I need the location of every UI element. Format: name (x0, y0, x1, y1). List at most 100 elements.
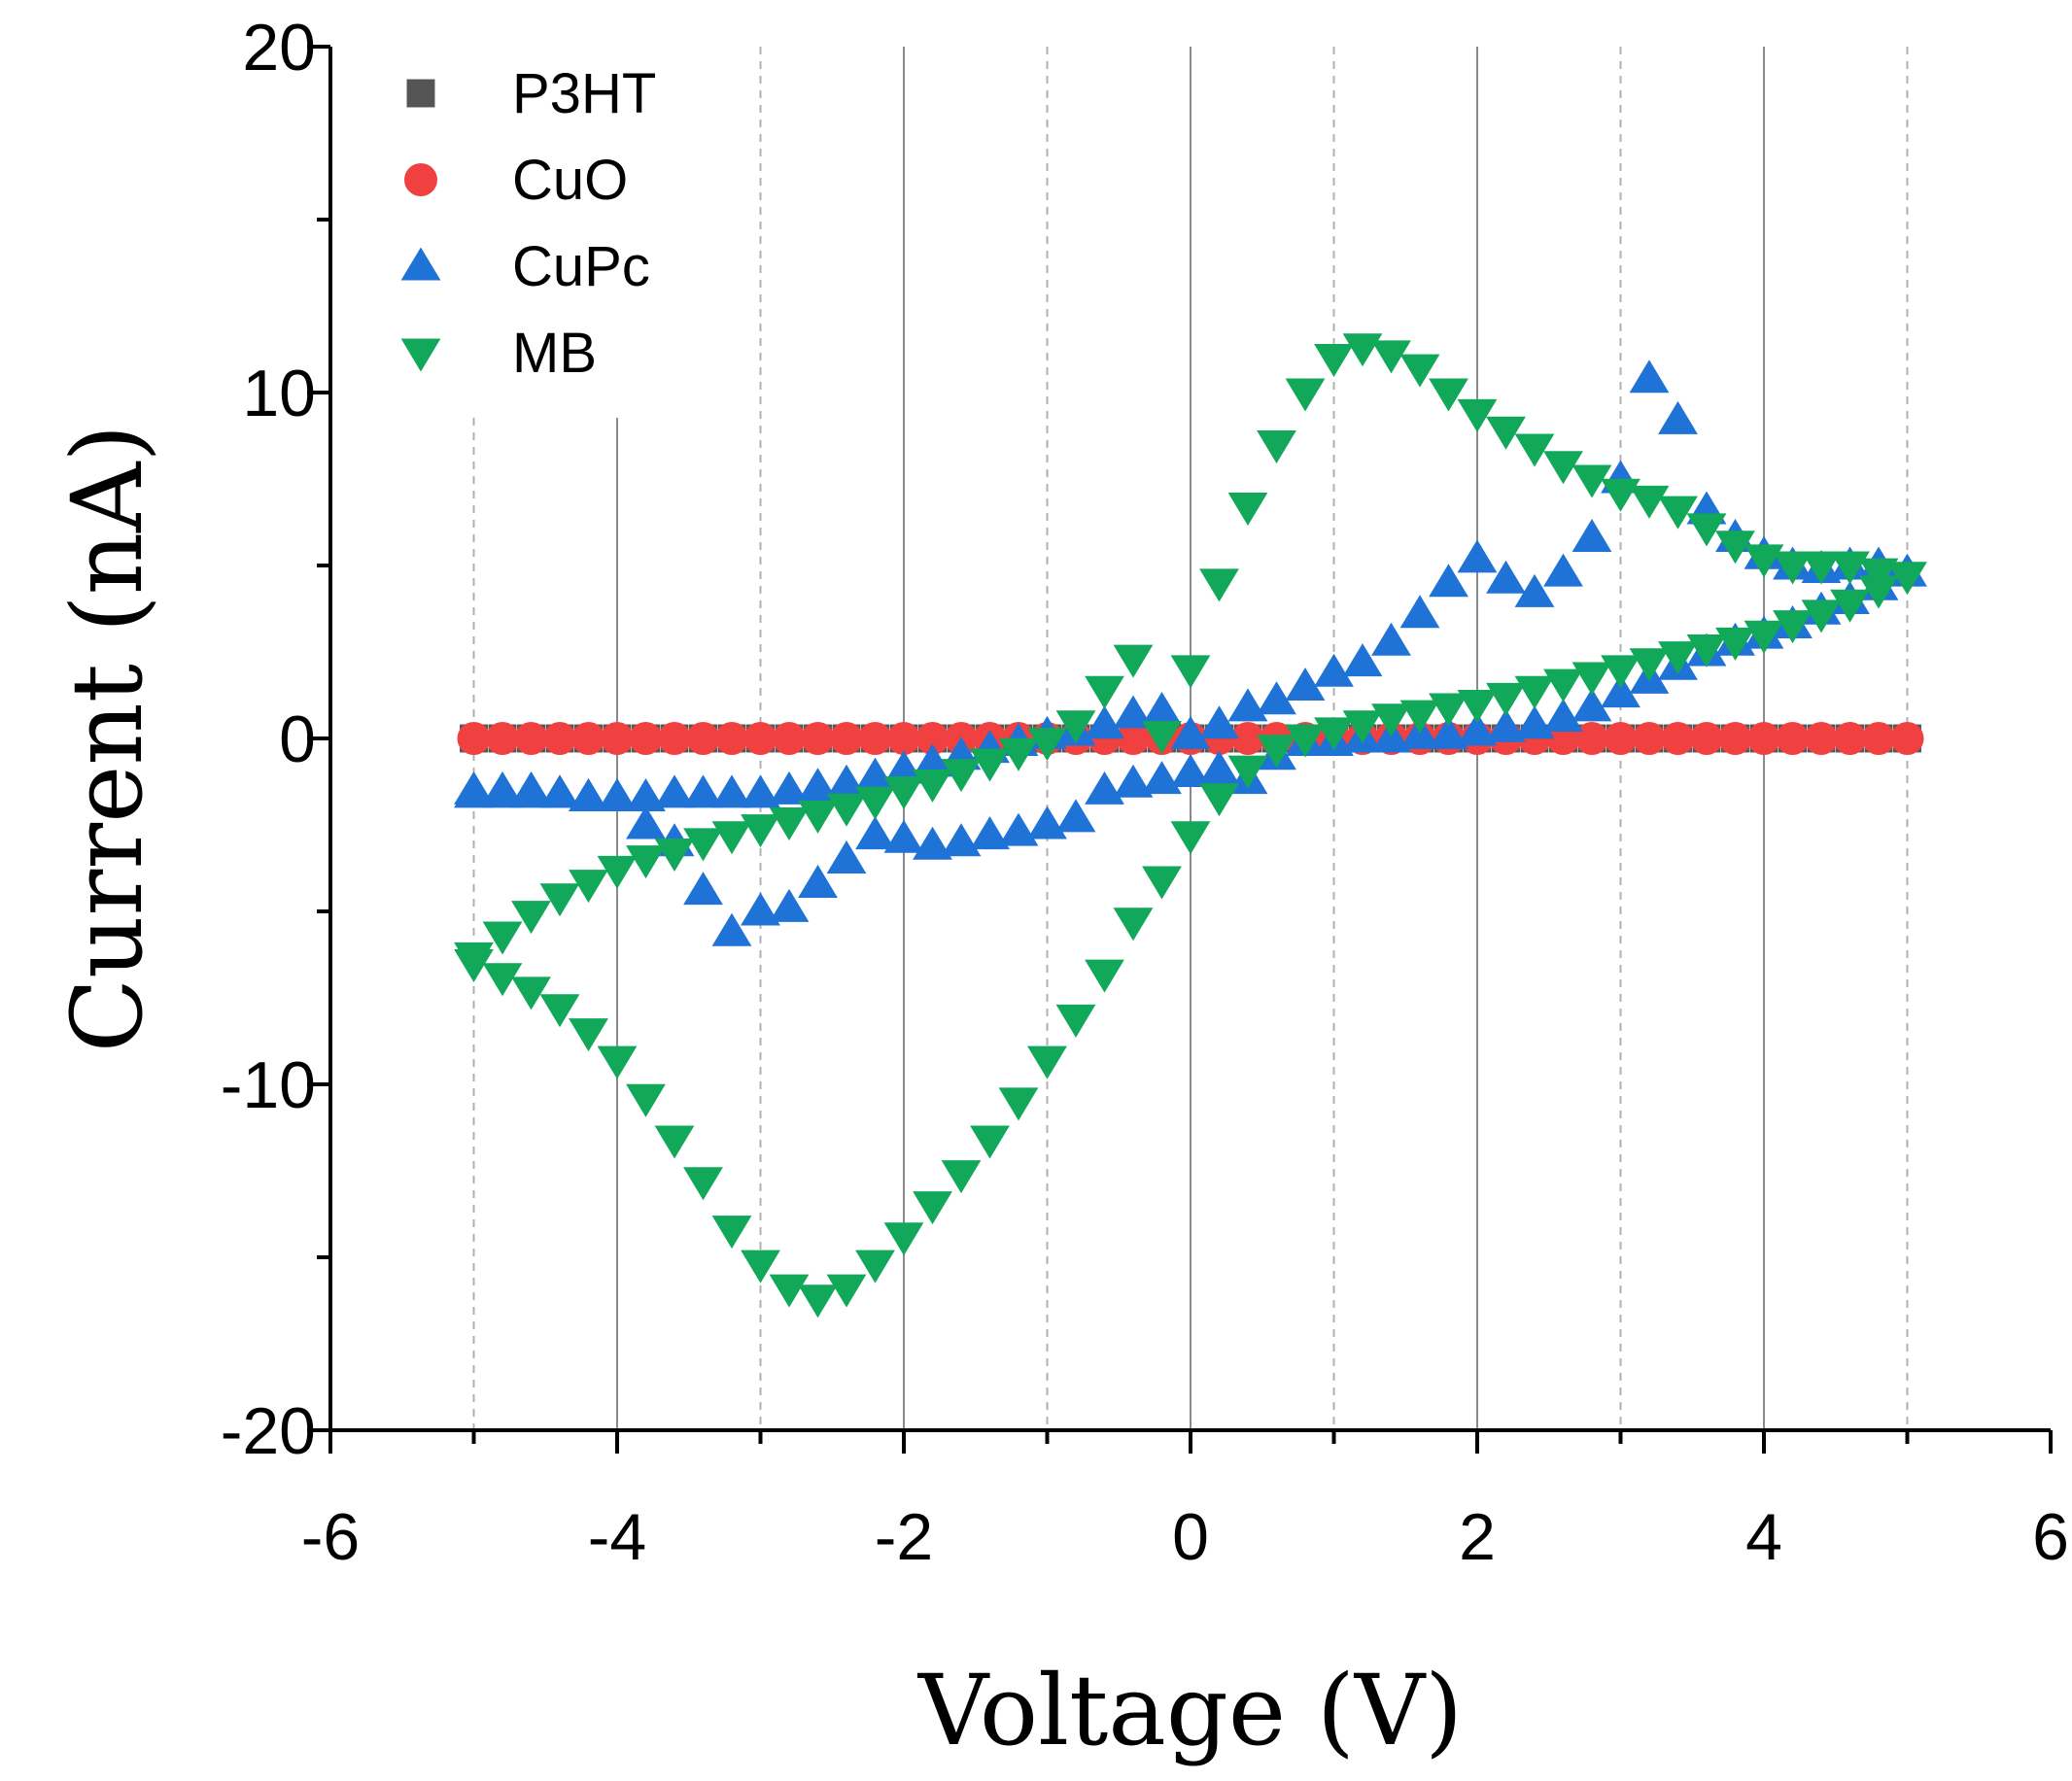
data-point-mb (1199, 568, 1239, 602)
data-point-cupc (511, 774, 551, 808)
data-point-mb (998, 1087, 1039, 1121)
data-point-mb (913, 769, 952, 803)
data-point-cupc (454, 774, 494, 808)
data-point-mb (1257, 429, 1296, 463)
data-point-cupc (1342, 643, 1383, 677)
legend-marker-mb (400, 338, 441, 372)
data-point-mb (970, 748, 1010, 782)
data-point-cupc (1199, 750, 1239, 784)
data-point-cupc (1085, 705, 1124, 739)
data-point-mb (1773, 610, 1813, 644)
data-point-mb (1543, 668, 1583, 702)
data-point-mb (798, 1284, 838, 1319)
data-point-mb (855, 786, 895, 820)
data-point-cupc (1142, 761, 1182, 795)
data-point-cupc (1658, 400, 1698, 434)
data-point-mb (569, 1018, 608, 1052)
data-point-cupc (941, 823, 982, 857)
data-point-cupc (913, 826, 952, 860)
data-point-mb (1686, 634, 1727, 668)
data-point-cupc (1085, 771, 1124, 805)
data-point-cupc (1514, 705, 1555, 739)
data-point-mb (511, 901, 551, 935)
data-point-mb (1715, 627, 1755, 661)
data-point-cupc (798, 864, 838, 898)
data-point-cupc (970, 816, 1010, 850)
data-point-mb (1342, 710, 1383, 744)
data-point-mb (1543, 451, 1583, 485)
data-point-mb (1055, 1004, 1096, 1038)
data-point-mb (711, 1216, 752, 1250)
y-axis-title: Current (nA) (51, 425, 164, 1053)
data-point-mb (511, 976, 551, 1010)
data-point-cuo (801, 722, 835, 755)
data-point-mb (826, 1274, 867, 1308)
data-point-mb (1773, 551, 1813, 585)
data-point-cupc (798, 768, 838, 802)
data-point-cupc (1429, 564, 1468, 598)
data-point-mb (1486, 416, 1526, 450)
data-point-cuo (514, 722, 548, 755)
data-point-mb (1571, 662, 1612, 696)
data-point-cupc (626, 777, 666, 811)
data-point-cupc (1113, 764, 1154, 798)
data-point-mb (1314, 717, 1354, 751)
data-point-mb (1744, 620, 1784, 654)
data-point-cuo (1690, 722, 1723, 755)
data-point-mb (654, 1125, 695, 1159)
data-point-cupc (769, 888, 810, 922)
data-point-mb (1429, 378, 1468, 412)
data-point-mb (769, 1274, 810, 1308)
data-point-mb (1658, 496, 1698, 530)
data-point-cupc (1170, 715, 1211, 749)
data-point-mb (741, 1250, 780, 1284)
data-point-cupc (1571, 688, 1612, 722)
data-point-mb (482, 921, 523, 955)
data-point-mb (883, 1222, 924, 1256)
y-tick-label: 20 (242, 11, 316, 85)
data-point-mb (1571, 464, 1612, 498)
data-point-mb (626, 845, 666, 879)
data-point-cupc (998, 812, 1039, 846)
data-point-cuo (486, 722, 519, 755)
data-point-mb (539, 883, 580, 917)
data-point-mb (1830, 551, 1870, 585)
data-point-cupc (626, 805, 666, 839)
data-point-mb (1371, 703, 1411, 737)
data-point-cupc (1027, 805, 1067, 839)
data-point-mb (798, 800, 838, 834)
data-point-mb (1514, 675, 1555, 709)
data-point-cuo (773, 722, 806, 755)
data-point-cuo (1833, 722, 1867, 755)
data-point-cupc (1371, 622, 1411, 656)
data-point-mb (626, 1083, 666, 1117)
data-point-cupc (1170, 754, 1211, 788)
data-point-cuo (830, 722, 863, 755)
data-point-mb (1142, 720, 1182, 754)
data-point-mb (1486, 682, 1526, 716)
data-point-mb (482, 963, 523, 997)
data-point-cupc (1314, 653, 1354, 687)
legend-label-p3ht: P3HT (512, 62, 656, 125)
data-point-mb (683, 828, 723, 862)
data-point-mb (539, 994, 580, 1028)
data-point-mb (1858, 558, 1899, 592)
data-point-cuo (715, 722, 748, 755)
data-point-cuo (1776, 722, 1810, 755)
series-mb (454, 333, 1927, 1319)
data-point-cupc (1285, 668, 1326, 702)
data-point-cupc (1543, 699, 1583, 733)
data-point-mb (569, 870, 608, 904)
data-point-cupc (1429, 715, 1468, 749)
data-point-mb (1887, 562, 1927, 596)
legend-label-cuo: CuO (512, 149, 628, 212)
data-point-cupc (1571, 518, 1612, 552)
data-point-cupc (1399, 595, 1440, 629)
legend-label-cupc: CuPc (512, 235, 650, 298)
y-tick-label: -20 (221, 1394, 316, 1468)
data-point-cuo (1805, 722, 1838, 755)
data-point-cupc (711, 774, 752, 808)
data-point-mb (1199, 783, 1239, 817)
